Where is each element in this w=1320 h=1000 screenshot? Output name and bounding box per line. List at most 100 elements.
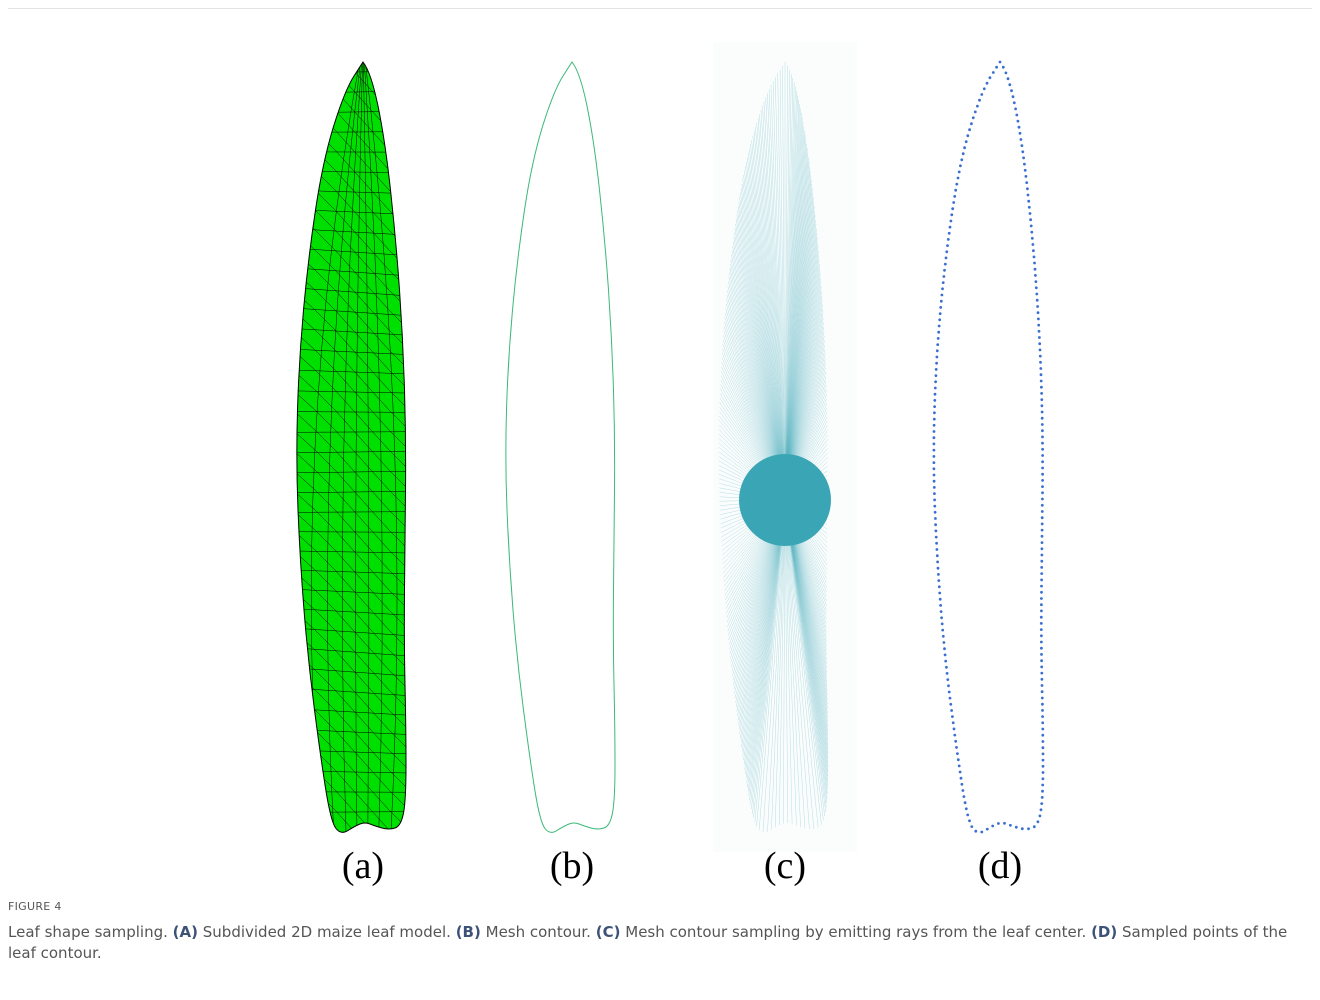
sample-point — [1041, 417, 1044, 420]
sample-point — [933, 436, 936, 439]
sample-point — [1042, 740, 1045, 743]
sample-point — [1040, 572, 1043, 575]
sample-point — [1040, 597, 1043, 600]
sample-point — [943, 641, 946, 644]
caption-text: Mesh contour. — [486, 923, 591, 941]
sample-point — [942, 281, 945, 284]
sample-point — [1041, 784, 1044, 787]
sample-point — [946, 678, 949, 681]
caption-text: Subdivided 2D maize leaf model. — [203, 923, 451, 941]
sample-point — [1015, 114, 1018, 117]
caption-key: (A) — [173, 923, 198, 941]
sample-point — [966, 134, 969, 137]
sample-point — [1025, 175, 1028, 178]
sample-point — [959, 771, 962, 774]
sample-point — [1041, 734, 1044, 737]
sample-point — [963, 795, 966, 798]
sample-point — [933, 424, 936, 427]
sample-point — [1030, 225, 1033, 228]
sample-point — [1040, 666, 1043, 669]
sample-point — [954, 740, 957, 743]
sample-point — [1017, 120, 1020, 123]
sample-point — [1002, 66, 1005, 69]
sample-point — [1040, 398, 1043, 401]
sample-point — [992, 71, 995, 74]
sample-point — [1037, 311, 1040, 314]
sample-point — [1040, 585, 1043, 588]
sample-point — [937, 567, 940, 570]
sample-point — [1041, 684, 1044, 687]
sample-point — [944, 654, 947, 657]
sample-point — [940, 616, 943, 619]
sample-point — [1041, 728, 1044, 731]
sample-point — [1019, 132, 1022, 135]
sample-point — [945, 257, 948, 260]
sample-point — [937, 337, 940, 340]
sample-point — [960, 777, 963, 780]
sample-point — [1040, 634, 1043, 637]
sample-point — [953, 195, 956, 198]
sample-point — [933, 474, 936, 477]
sample-point — [1040, 579, 1043, 582]
sample-point — [938, 318, 941, 321]
sample-point — [1040, 808, 1043, 811]
sample-point — [939, 598, 942, 601]
sample-point — [951, 715, 954, 718]
sample-point — [958, 765, 961, 768]
panel-label: (a) — [342, 845, 384, 887]
sample-point — [954, 189, 957, 192]
sample-point — [958, 171, 961, 174]
sample-point — [938, 325, 941, 328]
sample-point — [934, 523, 937, 526]
sample-point — [1041, 535, 1044, 538]
sample-point — [1038, 336, 1041, 339]
sample-point — [933, 399, 936, 402]
panel-label: (d) — [978, 845, 1022, 887]
sample-point — [991, 825, 994, 828]
sample-point — [934, 393, 937, 396]
sample-point — [941, 629, 944, 632]
sample-point — [933, 443, 936, 446]
sample-point — [1041, 541, 1044, 544]
sample-point — [1042, 771, 1045, 774]
sample-point — [1027, 194, 1030, 197]
sample-point — [1036, 305, 1039, 308]
sample-point — [963, 146, 966, 149]
sample-point — [1028, 206, 1031, 209]
sample-point — [1041, 411, 1044, 414]
sample-point — [936, 343, 939, 346]
sample-point — [943, 275, 946, 278]
sample-point — [1012, 95, 1015, 98]
sample-point — [937, 579, 940, 582]
sample-point — [1041, 678, 1044, 681]
sample-point — [953, 734, 956, 737]
sample-point — [965, 140, 968, 143]
sample-point — [1041, 436, 1044, 439]
sample-point — [939, 312, 942, 315]
sample-point — [968, 819, 971, 822]
sample-point — [1040, 610, 1043, 613]
sample-point — [1021, 150, 1024, 153]
sample-point — [997, 822, 1000, 825]
sample-point — [970, 825, 973, 828]
sample-point — [1041, 423, 1044, 426]
sample-point — [933, 486, 936, 489]
sample-point — [986, 82, 989, 85]
sample-point — [937, 573, 940, 576]
sample-point — [960, 158, 963, 161]
sample-point — [1039, 349, 1042, 352]
sample-point — [1041, 442, 1044, 445]
leaf-contour — [506, 62, 615, 832]
sample-point — [1029, 218, 1032, 221]
sample-point — [1020, 138, 1023, 141]
sample-point — [974, 111, 977, 114]
sample-point — [936, 356, 939, 359]
sample-point — [1041, 516, 1044, 519]
sample-point — [1040, 392, 1043, 395]
caption-text: Mesh contour sampling by emitting rays f… — [625, 923, 1086, 941]
sample-point — [957, 177, 960, 180]
sample-point — [1008, 83, 1011, 86]
sample-point — [951, 207, 954, 210]
sample-point — [933, 411, 936, 414]
panel: (c) — [713, 42, 857, 887]
